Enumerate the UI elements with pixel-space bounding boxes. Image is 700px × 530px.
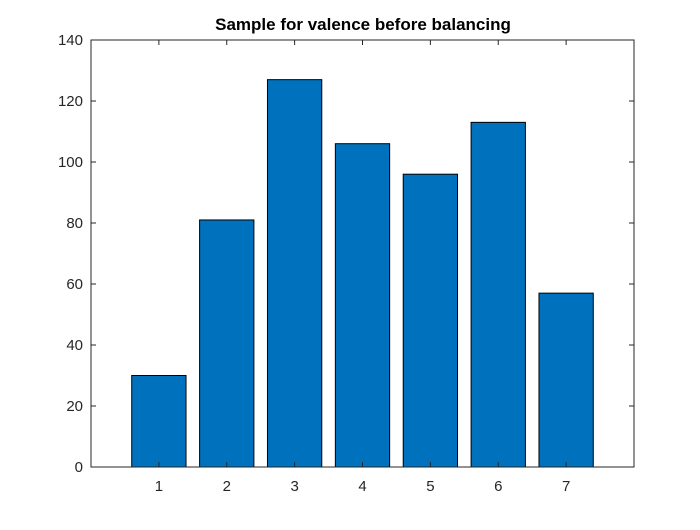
- chart-title: Sample for valence before balancing: [215, 15, 511, 34]
- bar-7: [538, 292, 594, 468]
- x-tick-label: 6: [494, 478, 502, 495]
- bar-2: [199, 219, 255, 468]
- y-tick-label: 0: [75, 459, 83, 476]
- x-tick-label: 3: [290, 478, 298, 495]
- bar-6: [470, 121, 526, 468]
- x-tick-label: 5: [426, 478, 434, 495]
- y-tick-label: 80: [66, 215, 83, 232]
- y-tick-label: 40: [66, 337, 83, 354]
- y-tick-label: 20: [66, 398, 83, 415]
- bar-4: [334, 143, 391, 468]
- y-tick-label: 60: [66, 276, 83, 293]
- y-ticks: 0 20 40 60 80 100 120 140: [58, 32, 634, 476]
- x-tick-label: 1: [155, 478, 163, 495]
- x-ticks: 1 2 3 4 5 6 7: [155, 40, 570, 495]
- y-tick-label: 100: [58, 154, 83, 171]
- bars-layer: [131, 79, 594, 468]
- x-tick-label: 7: [562, 478, 570, 495]
- bar-5: [402, 173, 459, 468]
- x-tick-label: 4: [358, 478, 366, 495]
- x-tick-label: 2: [223, 478, 231, 495]
- y-tick-label: 140: [58, 32, 83, 49]
- bar-3: [266, 79, 323, 468]
- y-tick-label: 120: [58, 93, 83, 110]
- bar-1: [131, 375, 187, 468]
